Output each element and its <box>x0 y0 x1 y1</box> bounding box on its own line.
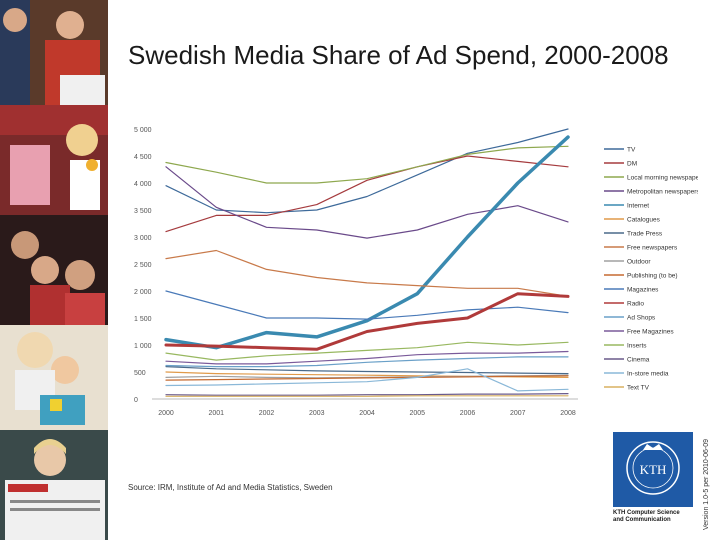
version-label: Version 1.0-5 per 2010-06-09 <box>703 438 710 530</box>
y-tick-label: 500 <box>134 370 146 377</box>
series-line <box>165 145 569 184</box>
series-line <box>165 166 569 239</box>
x-tick-label: 2006 <box>460 410 476 417</box>
photo-newspaper-readers <box>0 0 108 105</box>
line-chart: 0 500 1 000 1 500 2 000 2 500 3 000 3 500 4 000 4… <box>134 127 698 417</box>
legend-label: Trade Press <box>627 231 663 238</box>
x-tick-label: 2000 <box>158 410 174 417</box>
y-tick-label: 5 000 <box>134 127 152 134</box>
legend-label: In-store media <box>627 371 669 378</box>
legend-label: DM <box>627 161 637 168</box>
legend-label: Internet <box>627 203 649 210</box>
x-tick-label: 2001 <box>208 410 224 417</box>
photo-mother-child-reading <box>0 325 108 430</box>
legend-label: Ad Shops <box>627 315 656 322</box>
y-tick-label: 1 000 <box>134 343 152 350</box>
series-line <box>165 395 569 397</box>
x-tick-label: 2008 <box>560 410 576 417</box>
x-tick-label: 2007 <box>510 410 526 417</box>
photo-children <box>0 215 108 325</box>
legend-label: Catalogues <box>627 217 661 224</box>
legend-label: Free Magazines <box>627 329 674 336</box>
series-line <box>165 155 569 233</box>
legend-label: Free newspapers <box>627 245 678 252</box>
y-tick-label: 2 000 <box>134 289 152 296</box>
y-tick-label: 3 500 <box>134 208 152 215</box>
x-tick-label: 2003 <box>309 410 325 417</box>
series-line <box>165 290 569 320</box>
series-line <box>165 356 569 368</box>
photo-strip <box>0 0 108 540</box>
y-tick-label: 4 500 <box>134 154 152 161</box>
legend-label: TV <box>627 147 636 154</box>
series-line <box>164 135 570 350</box>
y-tick-label: 3 000 <box>134 235 152 242</box>
series-line <box>165 128 569 214</box>
logo-caption-line1: KTH Computer Science <box>613 510 680 516</box>
x-tick-label: 2002 <box>259 410 275 417</box>
logo-caption: KTH Computer Science and Communication <box>613 510 680 524</box>
series-line <box>164 292 570 351</box>
y-tick-label: 0 <box>134 397 138 404</box>
slide-title: Swedish Media Share of Ad Spend, 2000-20… <box>128 40 669 70</box>
series-line <box>165 393 569 396</box>
legend-label: Publishing (to be) <box>627 273 678 280</box>
legend-label: Outdoor <box>627 259 651 266</box>
series-line <box>165 368 569 392</box>
legend-label: Radio <box>627 301 644 308</box>
series-line <box>165 350 569 365</box>
source-note: Source: IRM, Institute of Ad and Media S… <box>128 483 333 492</box>
series-line <box>165 249 569 297</box>
series-line <box>165 341 569 361</box>
x-tick-label: 2004 <box>359 410 375 417</box>
legend-label: Metropolitan newspapers <box>627 189 698 196</box>
photo-magazine-reader <box>0 105 108 215</box>
photo-newspaper-woman <box>0 430 108 540</box>
y-tick-label: 4 000 <box>134 181 152 188</box>
legend-label: Magazines <box>627 287 659 294</box>
legend-label: Text TV <box>627 385 650 392</box>
x-tick-label: 2005 <box>409 410 425 417</box>
y-tick-label: 2 500 <box>134 262 152 269</box>
legend-label: Local morning newspapers <box>627 175 698 182</box>
legend-label: Inserts <box>627 343 647 350</box>
y-tick-label: 1 500 <box>134 316 152 323</box>
kth-logo: KTH <box>613 432 693 507</box>
series-line <box>165 375 569 381</box>
logo-caption-line2: and Communication <box>613 517 671 523</box>
legend-label: Cinema <box>627 357 650 364</box>
series-line <box>165 366 569 375</box>
logo-text: KTH <box>640 462 667 477</box>
